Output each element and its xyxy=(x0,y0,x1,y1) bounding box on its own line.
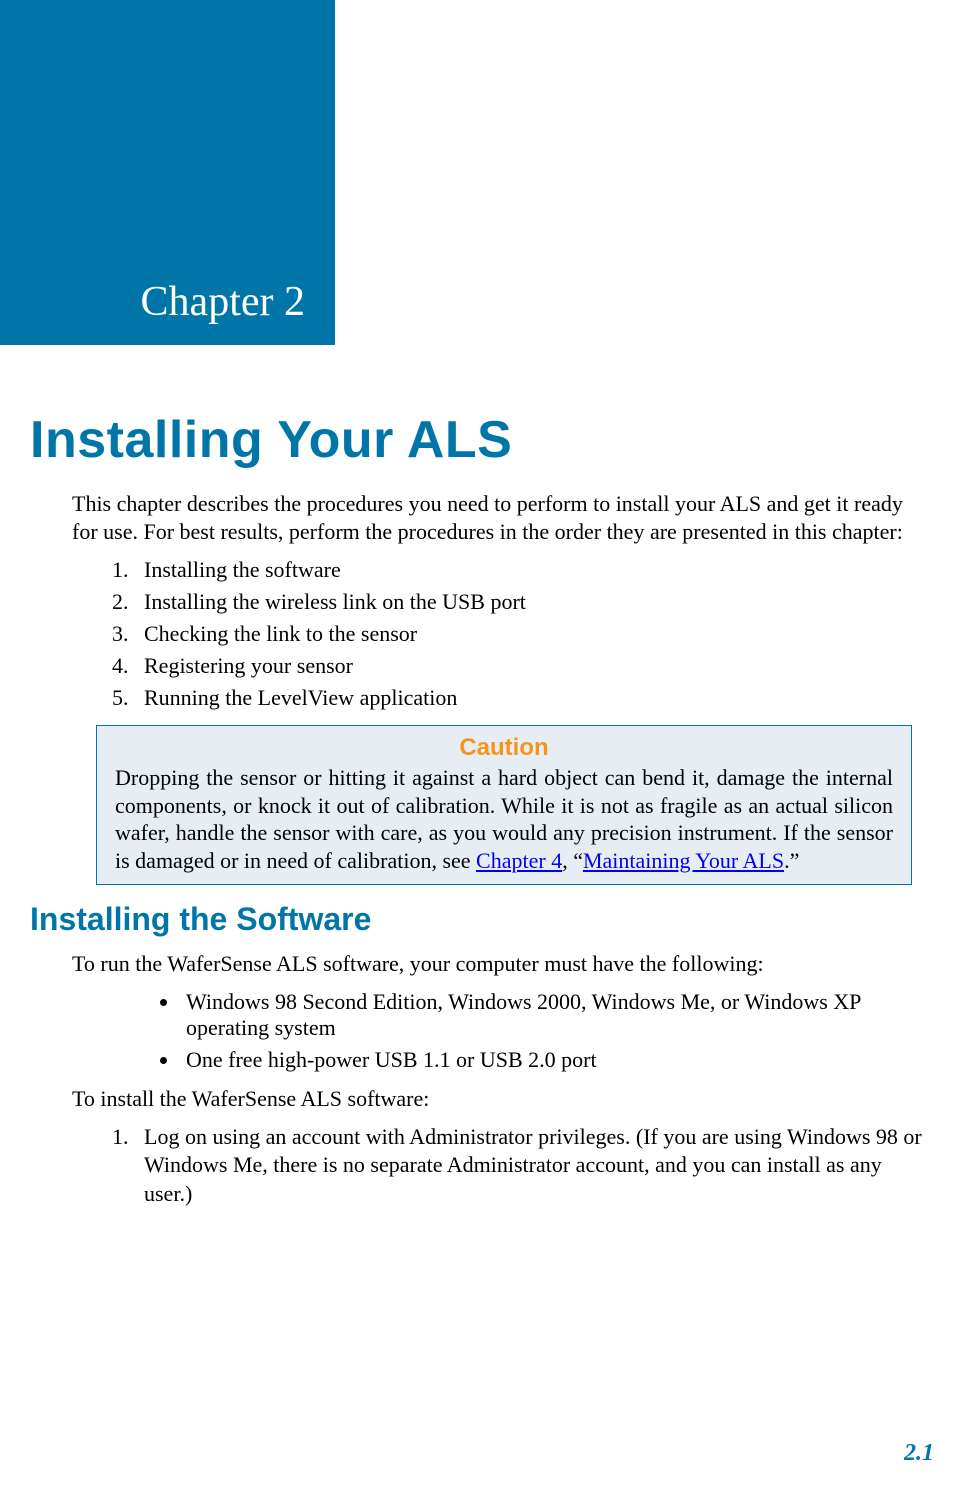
page: Chapter 2 Installing Your ALS This chapt… xyxy=(0,0,976,1495)
list-item: Installing the wireless link on the USB … xyxy=(134,589,934,615)
list-item: Log on using an account with Administrat… xyxy=(134,1123,934,1207)
section-heading: Installing the Software xyxy=(30,901,934,938)
caution-mid: , “ xyxy=(562,848,583,873)
list-item: One free high-power USB 1.1 or USB 2.0 p… xyxy=(180,1047,934,1073)
install-intro: To install the WaferSense ALS software: xyxy=(72,1085,934,1114)
list-item: Running the LevelView application xyxy=(134,685,934,711)
caution-title: Caution xyxy=(115,734,893,762)
intro-paragraph: This chapter describes the procedures yo… xyxy=(72,490,934,545)
list-item: Installing the software xyxy=(134,557,934,583)
list-item: Windows 98 Second Edition, Windows 2000,… xyxy=(180,989,934,1041)
procedure-list: Installing the software Installing the w… xyxy=(72,557,934,711)
maintaining-link[interactable]: Maintaining Your ALS xyxy=(583,848,784,873)
requirements-list: Windows 98 Second Edition, Windows 2000,… xyxy=(72,989,934,1073)
caution-text: Dropping the sensor or hitting it agains… xyxy=(115,764,893,874)
chapter-label: Chapter 2 xyxy=(0,278,305,326)
chapter-4-link[interactable]: Chapter 4 xyxy=(476,848,562,873)
list-item: Checking the link to the sensor xyxy=(134,621,934,647)
caution-tail: .” xyxy=(784,848,799,873)
caution-box: Caution Dropping the sensor or hitting i… xyxy=(96,725,912,885)
install-steps-list: Log on using an account with Administrat… xyxy=(72,1123,934,1207)
chapter-header-bar: Chapter 2 xyxy=(0,0,335,345)
list-item: Registering your sensor xyxy=(134,653,934,679)
page-number: 2.1 xyxy=(904,1440,934,1467)
requirements-intro: To run the WaferSense ALS software, your… xyxy=(72,950,934,979)
page-title: Installing Your ALS xyxy=(30,410,512,470)
body-content: This chapter describes the procedures yo… xyxy=(72,490,934,1214)
